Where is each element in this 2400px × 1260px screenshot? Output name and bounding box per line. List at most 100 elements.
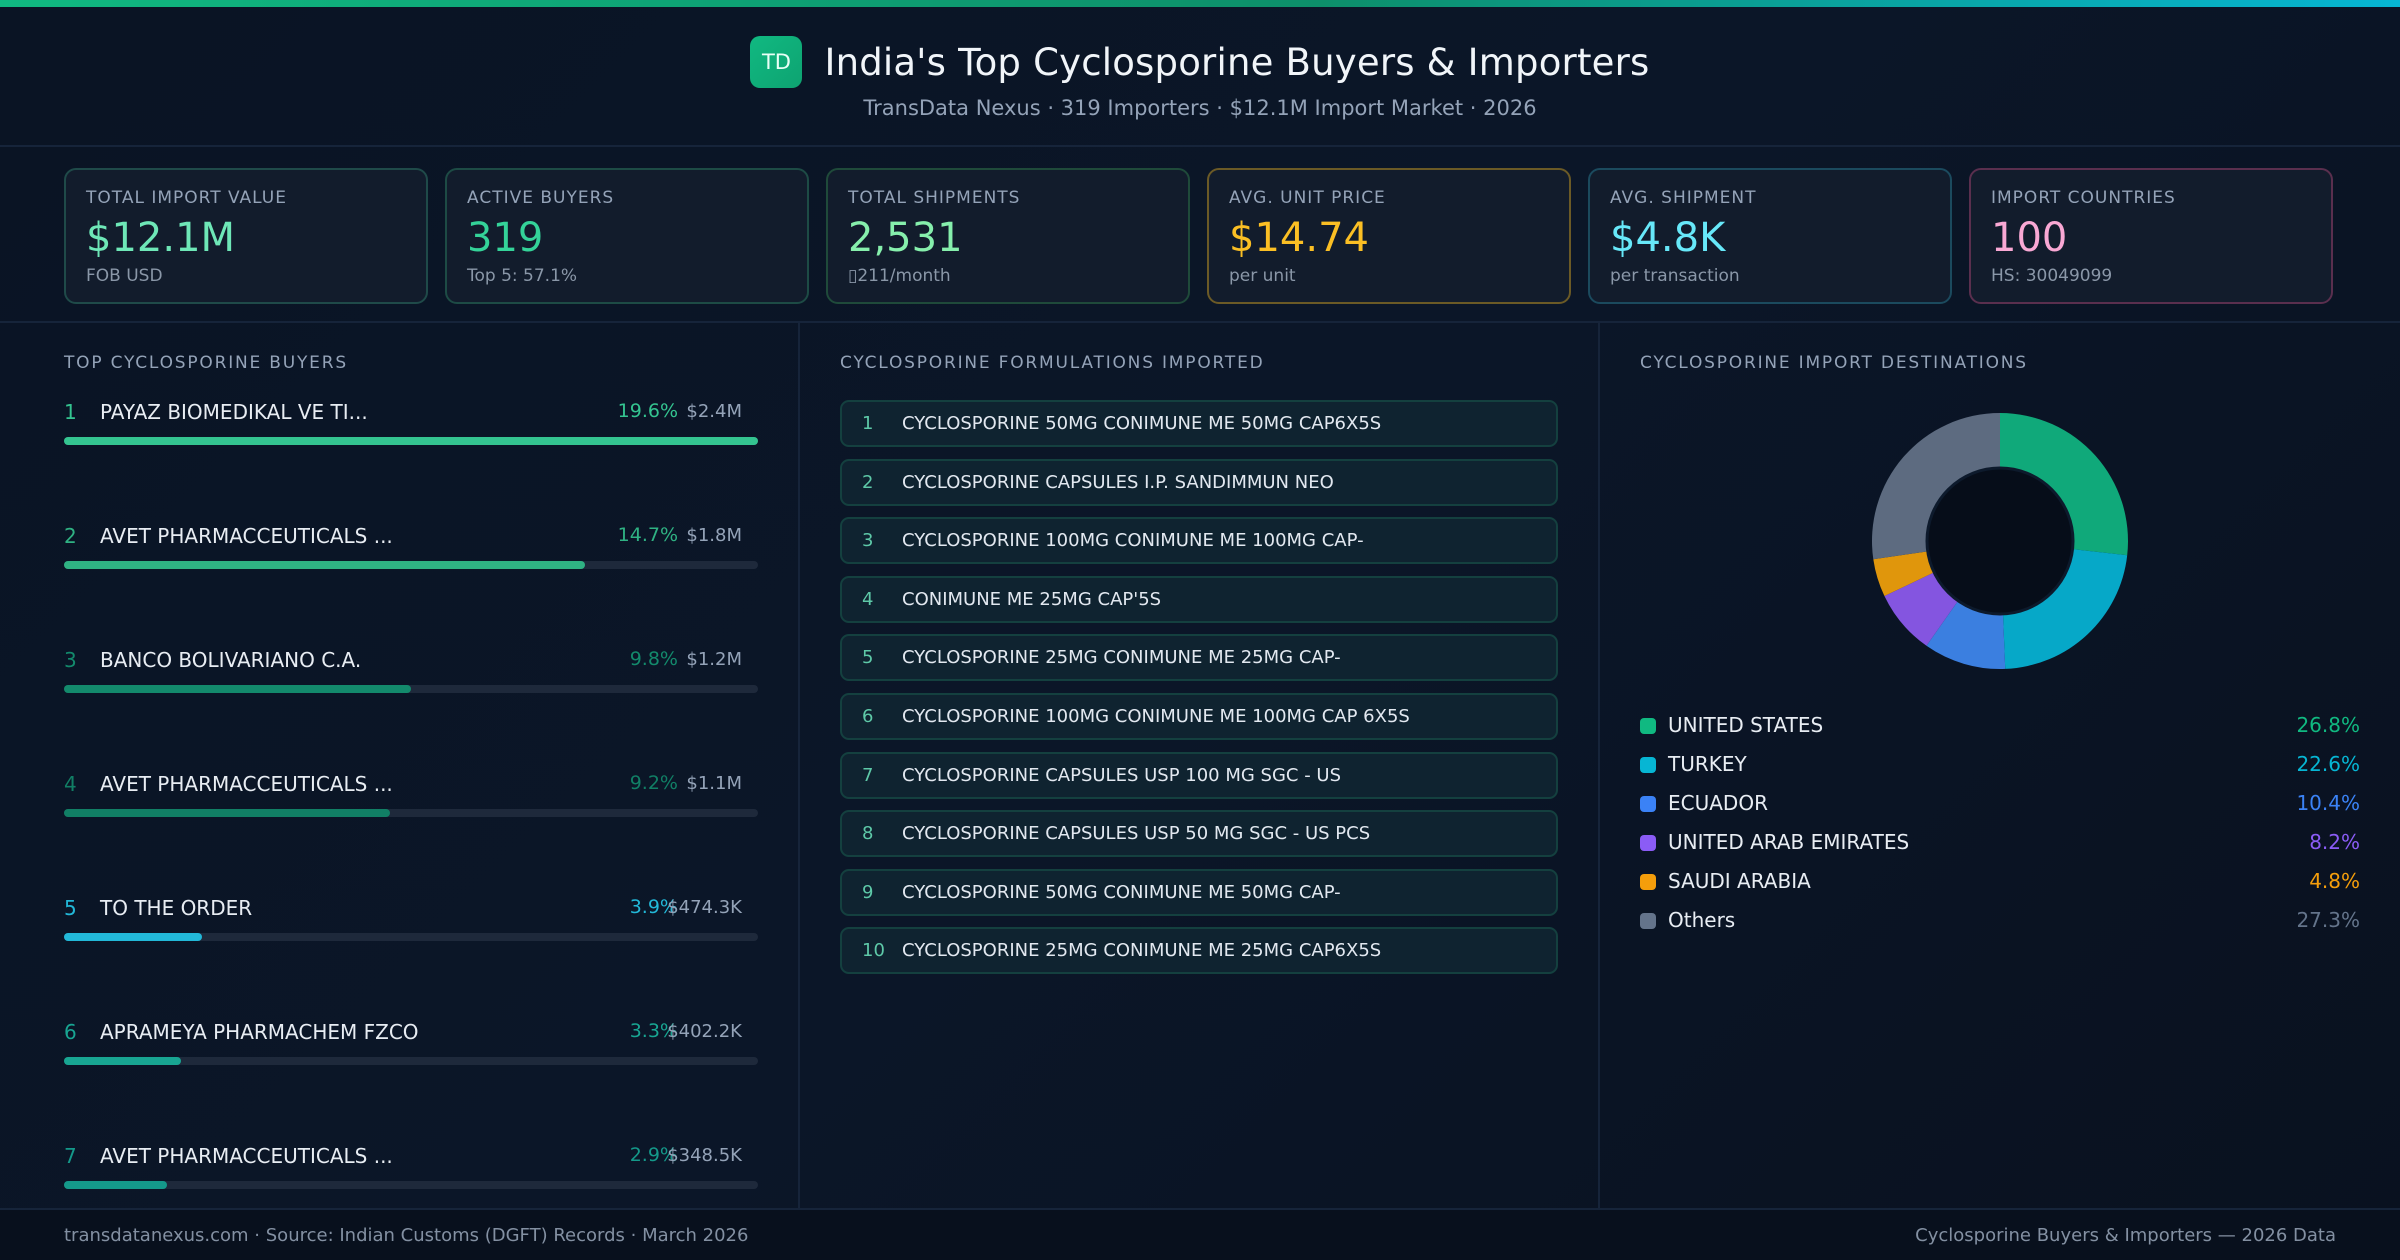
kpi-value: $12.1M (86, 215, 236, 261)
kpi-row: Total Import Value $12.1M FOB USD Active Bu… (64, 168, 2333, 304)
formulation-rank: 2 (862, 471, 874, 493)
share-bar-fill (64, 1181, 167, 1189)
formulation-item[interactable]: 10 CYCLOSPORINE 25MG CONIMUNE ME 25MG CAP… (840, 927, 1558, 975)
buyer-row[interactable]: 4 AVET PHARMACCEUTICALS ... 9.2% $1.1M (64, 772, 758, 822)
legend-item[interactable]: SAUDI ARABIA 4.8% (1640, 867, 2360, 897)
legend-label: UNITED STATES (1668, 713, 1824, 737)
formulation-item[interactable]: 6 CYCLOSPORINE 100MG CONIMUNE ME 100MG CA… (840, 693, 1558, 740)
kpi-card: Avg. Shipment $4.8K per transaction (1588, 168, 1952, 304)
share-bar-track (64, 1057, 758, 1065)
buyer-name: TO THE ORDER (100, 896, 253, 920)
page-subtitle: TransData Nexus · 319 Importers · $12.1M… (863, 96, 1537, 120)
buyer-row[interactable]: 5 TO THE ORDER 3.9% $474.3K (64, 896, 758, 946)
buyer-name: AVET PHARMACCEUTICALS ... (100, 524, 393, 548)
buyer-share: 14.7% (617, 524, 678, 546)
buyer-rank: 4 (64, 772, 77, 796)
legend-value: 8.2% (2309, 830, 2360, 854)
buyer-share: 3.9% (629, 896, 678, 918)
share-bar-fill (64, 1057, 181, 1065)
formulation-name: CYCLOSPORINE 50MG CONIMUNE ME 50MG CAP6X… (902, 413, 1382, 434)
donut-slice-united-states[interactable] (2000, 413, 2128, 556)
donut-slice-united-arab-emirates[interactable] (1884, 572, 1958, 646)
formulation-name: CYCLOSPORINE CAPSULES USP 100 MG SGC - U… (902, 764, 1342, 786)
legend-label: TURKEY (1668, 752, 1747, 776)
share-bar-track (64, 561, 758, 569)
buyer-row[interactable]: 3 BANCO BOLIVARIANO C.A. 9.8% $1.2M (64, 648, 758, 698)
formulation-item[interactable]: 2 CYCLOSPORINE CAPSULES I.P. SANDIMMUN NE… (840, 458, 1558, 506)
buyer-share: 19.6% (617, 400, 678, 422)
kpi-subtext: FOB USD (86, 266, 163, 286)
kpi-card: Import Countries 100 HS: 30049099 (1969, 168, 2333, 304)
legend-label: SAUDI ARABIA (1668, 869, 1811, 893)
page-title: India's Top Cyclosporine Buyers & Import… (824, 40, 1650, 84)
legend-item[interactable]: Others 27.3% (1640, 906, 2360, 936)
buyer-name: AVET PHARMACCEUTICALS ... (100, 772, 393, 796)
divider (1598, 323, 1600, 1208)
kpi-value: 319 (467, 215, 544, 261)
buyer-name: AVET PHARMACCEUTICALS ... (100, 1144, 393, 1168)
formulation-name: CYCLOSPORINE 50MG CONIMUNE ME 50MG CAP- (902, 881, 1341, 903)
donut-slice-saudi-arabia[interactable] (1873, 551, 1934, 596)
formulation-rank: 9 (862, 881, 874, 903)
formulation-rank: 5 (862, 647, 874, 669)
buyer-share: 2.9% (629, 1144, 678, 1166)
legend-label: Others (1668, 908, 1736, 932)
legend-swatch-icon (1640, 718, 1656, 734)
buyer-share: 3.3% (629, 1020, 678, 1042)
formulation-item[interactable]: 5 CYCLOSPORINE 25MG CONIMUNE ME 25MG CAP- (840, 634, 1558, 682)
legend-swatch-icon (1640, 913, 1656, 929)
buyer-value: $1.8M (686, 525, 742, 546)
formulations-panel: CYCLOSPORINE FORMULATIONS IMPORTED (800, 323, 1598, 1208)
formulation-item[interactable]: 3 CYCLOSPORINE 100MG CONIMUNE ME 100MG CA… (840, 517, 1558, 565)
formulation-name: CYCLOSPORINE 25MG CONIMUNE ME 25MG CAP6X… (902, 940, 1382, 962)
legend-swatch-icon (1640, 757, 1656, 773)
formulation-item[interactable]: 4 CONIMUNE ME 25MG CAP'5S (840, 575, 1558, 623)
buyer-row[interactable]: 6 APRAMEYA PHARMACHEM FZCO 3.3% $402.2K (64, 1020, 758, 1070)
kpi-value: 100 (1991, 215, 2068, 261)
donut-slice-others[interactable] (1872, 413, 2000, 560)
buyer-name: PAYAZ BIOMEDIKAL VE TI... (100, 400, 368, 424)
kpi-subtext: ▯211/month (848, 266, 951, 286)
kpi-subtext: per transaction (1610, 266, 1740, 286)
buyers-panel: TOP CYCLOSPORINE BUYERS 1 PAYAZ BIOMEDIKA… (0, 323, 798, 1208)
buyer-rank: 5 (64, 896, 77, 920)
legend-value: 27.3% (2296, 908, 2360, 932)
buyer-rank: 6 (64, 1020, 77, 1044)
formulation-rank: 4 (862, 588, 874, 610)
share-bar-fill (64, 809, 390, 817)
formulation-item[interactable]: 9 CYCLOSPORINE 50MG CONIMUNE ME 50MG CAP- (840, 868, 1558, 916)
buyer-row[interactable]: 1 PAYAZ BIOMEDIKAL VE TI... 19.6% $2.4M (64, 400, 758, 450)
legend-swatch-icon (1640, 874, 1656, 890)
buyer-value: $348.5K (667, 1145, 742, 1166)
kpi-card: Total Import Value $12.1M FOB USD (64, 168, 428, 304)
legend-item[interactable]: ECUADOR 10.4% (1640, 789, 2360, 819)
share-bar-fill (64, 685, 411, 693)
donut-slice-ecuador[interactable] (1926, 601, 2006, 669)
divider (798, 323, 800, 1208)
buyer-rank: 2 (64, 524, 77, 548)
share-bar-fill (64, 561, 585, 569)
formulation-item[interactable]: 1 CYCLOSPORINE 50MG CONIMUNE ME 50MG CAP6… (840, 400, 1558, 447)
kpi-label: Total Import Value (86, 188, 287, 208)
kpi-subtext: per unit (1229, 266, 1296, 286)
legend-item[interactable]: UNITED ARAB EMIRATES 8.2% (1640, 828, 2360, 858)
donut-slice-turkey[interactable] (2003, 549, 2128, 669)
buyer-share: 9.2% (629, 772, 678, 794)
formulation-rank: 3 (862, 530, 874, 552)
buyer-row[interactable]: 7 AVET PHARMACCEUTICALS ... 2.9% $348.5K (64, 1144, 758, 1194)
formulation-rank: 6 (862, 706, 874, 727)
buyer-value: $1.1M (686, 773, 742, 794)
kpi-label: Active Buyers (467, 188, 615, 208)
header: TD India's Top Cyclosporine Buyers & Imp… (0, 7, 2400, 147)
legend-item[interactable]: TURKEY 22.6% (1640, 750, 2360, 780)
footer: transdatanexus.com · Source: Indian Cust… (0, 1208, 2400, 1260)
section-heading: TOP CYCLOSPORINE BUYERS (64, 353, 348, 373)
formulation-name: CYCLOSPORINE 100MG CONIMUNE ME 100MG CAP… (902, 706, 1410, 727)
formulation-item[interactable]: 8 CYCLOSPORINE CAPSULES USP 50 MG SGC - U… (840, 810, 1558, 858)
share-bar-track (64, 809, 758, 817)
legend-item[interactable]: UNITED STATES 26.8% (1640, 711, 2360, 741)
buyer-row[interactable]: 2 AVET PHARMACCEUTICALS ... 14.7% $1.8M (64, 524, 758, 574)
formulation-item[interactable]: 7 CYCLOSPORINE CAPSULES USP 100 MG SGC - … (840, 751, 1558, 799)
buyer-share: 9.8% (629, 648, 678, 670)
formulation-name: CYCLOSPORINE CAPSULES USP 50 MG SGC - US… (902, 823, 1371, 845)
